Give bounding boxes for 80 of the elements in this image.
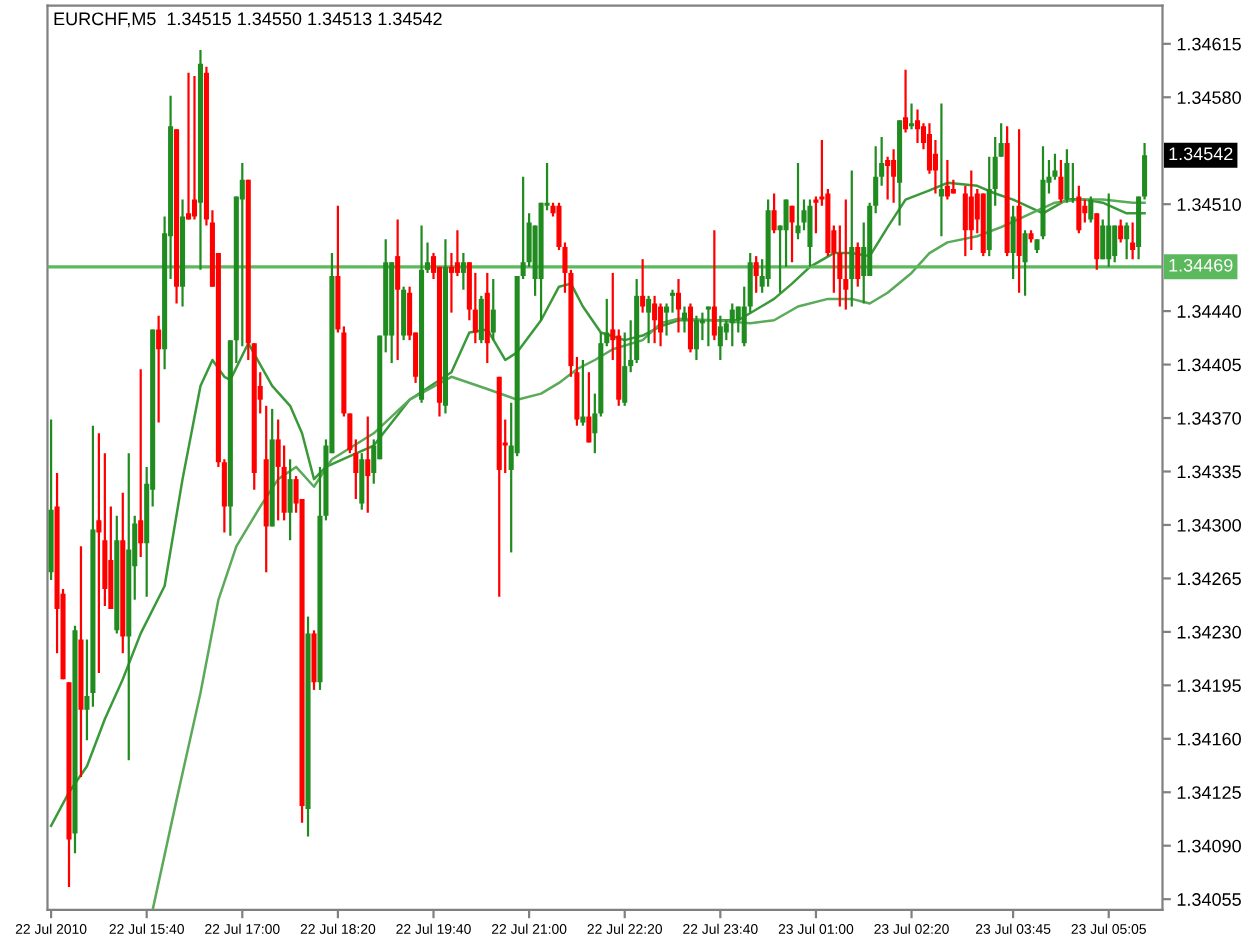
candlestick [675,277,682,334]
candlestick [1058,158,1064,204]
candlestick [1124,221,1130,261]
candlestick [401,285,407,342]
candlestick [909,102,915,131]
y-tick-label: 1.34125 [1177,786,1241,799]
candlestick [681,305,688,334]
candlestick [185,71,192,221]
y-tick-label: 1.34090 [1177,839,1241,853]
candlestick [191,74,198,221]
candlestick [783,198,789,268]
candlestick [807,198,813,268]
candlestick [789,204,795,264]
y-tick-label: 1.34300 [1177,518,1241,532]
y-tick-label: 1.34055 [1177,893,1241,906]
candlestick [753,255,759,294]
candlestick [1118,218,1124,244]
candlestick [944,158,950,201]
candlestick [646,294,652,345]
candlestick [693,314,699,362]
candlestick [914,108,921,145]
y-tick-label: 1.34405 [1177,358,1241,372]
candlestick [478,294,484,345]
candlestick [658,302,664,348]
candlestick [968,169,974,252]
candlestick [1076,184,1082,235]
candlestick [275,418,281,522]
candlestick [365,415,371,514]
candlestick [1082,198,1088,224]
candlestick [96,432,102,675]
candlestick [580,358,586,427]
y-tick-label: 1.34265 [1177,572,1241,586]
candlestick [138,368,144,559]
candlestick [287,458,293,542]
candlestick [849,169,855,308]
annotation: 1.34542 [1169,147,1233,161]
candlestick [855,241,861,288]
y-tick-label: 1.34370 [1177,411,1241,425]
line-series [151,198,1146,910]
candlestick [711,229,717,342]
candlestick [1088,195,1094,224]
candlestick [652,294,658,345]
candlestick [586,371,592,444]
candlestick [891,148,897,204]
candlestick [717,314,723,362]
y-tick-label: 1.34230 [1177,625,1241,639]
candlestick [460,251,466,291]
candlestick [239,161,245,348]
candlestick [359,452,365,511]
candlestick [1100,218,1106,261]
chart-title: EURCHF,M5 1.34515 1.34550 1.34513 1.34542 [54,12,442,28]
candlestick [1022,229,1028,297]
candlestick [885,155,891,201]
y-tick-label: 1.34510 [1177,198,1241,211]
candlestick [490,277,496,342]
candlestick [1130,221,1136,261]
candlestick [843,198,849,311]
y-tick-label: 1.34195 [1177,679,1241,693]
candlestick [705,305,711,348]
candlestick [640,258,646,314]
y-tick-label: 1.34160 [1177,732,1241,746]
y-tick-label: 1.34615 [1177,37,1241,51]
candlestick [1112,224,1118,264]
candlestick [729,302,735,348]
candlestick [1064,148,1070,204]
y-tick-label: 1.34335 [1177,465,1241,479]
candlestick [1094,212,1100,271]
y-tick-label: 1.34580 [1177,91,1241,104]
candlestick [1106,192,1112,268]
candlestick [938,102,944,238]
candlestick [395,218,401,362]
candlestick [156,314,162,424]
candlestick [687,302,693,354]
candlestick [1010,204,1016,281]
candlestick [771,192,777,235]
y-tick-label: 1.34440 [1177,305,1241,318]
ref-line-label: 1.34469 [1169,258,1233,272]
candlestick [1070,161,1076,204]
candlestick [795,161,801,241]
candlestick [903,68,909,134]
